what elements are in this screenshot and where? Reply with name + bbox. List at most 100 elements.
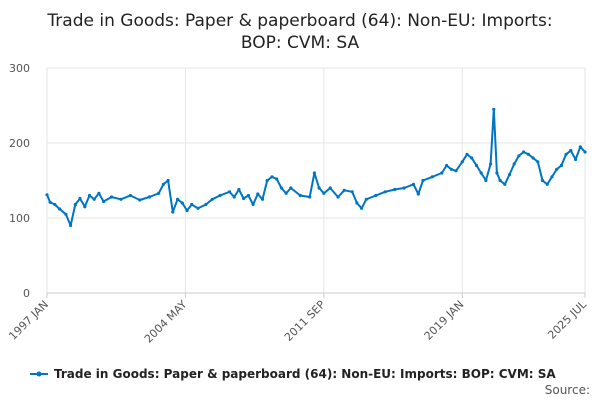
data-point[interactable] <box>484 178 488 183</box>
data-point[interactable] <box>540 178 545 183</box>
data-point[interactable] <box>69 223 73 228</box>
data-point[interactable] <box>279 186 283 190</box>
data-point[interactable] <box>555 167 559 171</box>
data-point[interactable] <box>161 182 165 186</box>
data-point[interactable] <box>83 205 87 209</box>
data-point[interactable] <box>312 171 316 175</box>
data-point[interactable] <box>583 150 587 154</box>
data-point[interactable] <box>564 152 568 156</box>
data-point[interactable] <box>147 195 151 199</box>
data-point[interactable] <box>73 202 77 207</box>
data-point[interactable] <box>545 182 549 186</box>
data-point[interactable] <box>489 162 493 166</box>
data-point[interactable] <box>350 190 354 194</box>
data-point[interactable] <box>270 175 274 179</box>
data-point[interactable] <box>204 202 208 207</box>
legend[interactable]: Trade in Goods: Paper & paperboard (64):… <box>30 367 556 381</box>
data-point[interactable] <box>355 201 359 205</box>
data-point[interactable] <box>119 197 123 201</box>
data-point[interactable] <box>465 152 469 156</box>
data-point[interactable] <box>109 195 114 199</box>
data-point[interactable] <box>275 177 279 181</box>
data-point[interactable] <box>512 162 516 166</box>
data-point[interactable] <box>364 197 368 201</box>
data-point[interactable] <box>53 202 57 207</box>
data-point[interactable] <box>260 197 265 201</box>
data-point[interactable] <box>64 212 68 216</box>
data-point[interactable] <box>265 178 269 183</box>
data-point[interactable] <box>298 193 302 198</box>
data-point[interactable] <box>157 191 161 195</box>
data-point[interactable] <box>374 193 378 198</box>
data-point[interactable] <box>495 171 499 175</box>
data-point[interactable] <box>526 152 531 156</box>
data-point[interactable] <box>430 175 434 179</box>
data-point[interactable] <box>460 160 464 164</box>
data-point[interactable] <box>393 187 397 192</box>
data-point[interactable] <box>550 175 554 179</box>
data-point[interactable] <box>246 193 250 198</box>
data-point[interactable] <box>92 197 96 201</box>
data-point[interactable] <box>440 171 444 175</box>
data-point[interactable] <box>284 191 288 195</box>
data-point[interactable] <box>492 107 496 111</box>
data-point[interactable] <box>227 190 232 194</box>
data-point[interactable] <box>128 193 132 198</box>
data-point[interactable] <box>569 148 573 153</box>
data-point[interactable] <box>45 193 49 197</box>
source-label: Source: <box>545 383 590 397</box>
data-point[interactable] <box>232 195 236 199</box>
data-point[interactable] <box>449 167 453 171</box>
data-point[interactable] <box>416 192 420 196</box>
data-point[interactable] <box>180 201 184 205</box>
data-point[interactable] <box>176 197 180 201</box>
data-point[interactable] <box>218 193 222 198</box>
data-point[interactable] <box>479 171 483 175</box>
data-point[interactable] <box>237 187 241 192</box>
data-point[interactable] <box>328 186 332 190</box>
data-point[interactable] <box>102 199 106 204</box>
data-point[interactable] <box>503 182 507 186</box>
data-point[interactable] <box>336 195 340 199</box>
data-point[interactable] <box>58 207 62 211</box>
data-point[interactable] <box>256 192 260 196</box>
data-point[interactable] <box>360 206 364 210</box>
data-point[interactable] <box>251 202 255 207</box>
data-point[interactable] <box>138 198 142 202</box>
data-point[interactable] <box>342 188 346 192</box>
data-point[interactable] <box>522 150 526 154</box>
data-point[interactable] <box>196 206 200 210</box>
data-point[interactable] <box>517 154 521 158</box>
data-point[interactable] <box>383 190 387 194</box>
data-point[interactable] <box>48 200 52 204</box>
data-point[interactable] <box>531 156 535 160</box>
series-line <box>46 108 586 227</box>
data-point[interactable] <box>470 156 474 160</box>
data-point[interactable] <box>171 210 175 214</box>
data-point[interactable] <box>402 186 406 190</box>
data-point[interactable] <box>322 191 326 195</box>
data-point[interactable] <box>474 163 479 168</box>
data-point[interactable] <box>242 196 246 201</box>
data-point[interactable] <box>210 197 214 201</box>
data-point[interactable] <box>411 182 416 186</box>
data-point[interactable] <box>166 178 170 183</box>
data-point[interactable] <box>578 145 582 149</box>
data-point[interactable] <box>559 163 564 168</box>
data-point[interactable] <box>498 178 502 183</box>
data-point[interactable] <box>507 172 512 177</box>
data-point[interactable] <box>445 163 449 168</box>
data-point[interactable] <box>317 186 321 190</box>
data-point[interactable] <box>454 169 458 173</box>
data-point[interactable] <box>97 191 101 195</box>
data-point[interactable] <box>536 160 540 164</box>
data-point[interactable] <box>289 186 293 190</box>
data-point[interactable] <box>574 157 578 162</box>
data-point[interactable] <box>87 193 92 198</box>
chart-title-line-1: Trade in Goods: Paper & paperboard (64):… <box>46 11 552 31</box>
data-point[interactable] <box>78 196 82 201</box>
data-point[interactable] <box>190 202 194 207</box>
data-point[interactable] <box>308 195 312 199</box>
data-point[interactable] <box>185 208 189 213</box>
data-point[interactable] <box>421 178 425 183</box>
